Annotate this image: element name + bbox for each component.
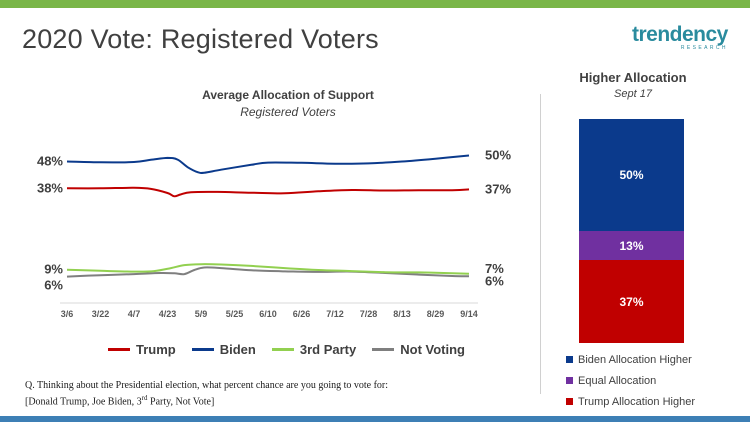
bar-segment-trump: 37% <box>579 260 684 343</box>
legend-swatch-third-party <box>271 348 294 351</box>
legend-item-biden-higher: Biden Allocation Higher <box>566 349 746 370</box>
legend-swatch-trump-higher <box>566 398 573 405</box>
bar-label-equal: 13% <box>619 238 644 253</box>
page-title: 2020 Vote: Registered Voters <box>22 24 379 54</box>
stacked-bar-legend: Biden Allocation Higher Equal Allocation… <box>566 349 746 412</box>
legend-swatch-trump <box>108 348 130 351</box>
x-tick-label: 3/6 <box>61 309 74 319</box>
legend-label-not-voting: Not Voting <box>400 342 465 357</box>
x-tick-label: 9/14 <box>460 309 478 319</box>
series-line-biden <box>66 154 470 174</box>
series-line-trump <box>66 186 470 198</box>
bar-label-trump: 37% <box>619 294 644 309</box>
x-tick-label: 7/28 <box>360 309 378 319</box>
x-tick-label: 8/13 <box>393 309 411 319</box>
legend-label-equal: Equal Allocation <box>578 374 657 387</box>
legend-item-not-voting: Not Voting <box>372 342 465 357</box>
legend-item-equal: Equal Allocation <box>566 370 746 391</box>
bar-segment-biden: 50% <box>579 119 684 231</box>
question-line-2-end: Party, Not Vote] <box>147 396 215 408</box>
question-superscript: rd <box>141 394 148 402</box>
legend-label-trump: Trump <box>136 342 176 357</box>
legend-label-biden: Biden <box>219 342 256 357</box>
start-label-biden: 48% <box>37 153 63 168</box>
legend-label-third-party: 3rd Party <box>299 342 357 357</box>
x-tick-label: 8/29 <box>427 309 445 319</box>
end-label-trump: 37% <box>485 181 511 196</box>
line-chart-title: Average Allocation of Support <box>202 88 374 102</box>
legend-label-biden-higher: Biden Allocation Higher <box>578 353 692 366</box>
legend-swatch-biden-higher <box>566 356 573 363</box>
x-tick-label: 3/22 <box>92 309 110 319</box>
legend-swatch-not-voting <box>372 348 395 351</box>
stacked-bar-subtitle: Sept 17 <box>614 88 652 100</box>
survey-question: Q. Thinking about the Presidential elect… <box>25 380 525 408</box>
bottom-accent-bar <box>0 416 750 422</box>
x-tick-label: 4/23 <box>159 309 177 319</box>
end-label-not-voting: 6% <box>485 273 504 288</box>
series-line-not-voting <box>66 266 470 278</box>
stacked-bar: 50% 13% 37% <box>579 119 684 343</box>
stacked-bar-title: Higher Allocation <box>579 70 687 85</box>
series-line-3rd-party <box>66 263 470 275</box>
x-tick-label: 5/9 <box>195 309 208 319</box>
line-chart: 3/6 3/22 4/7 4/23 5/9 5/25 6/10 6/26 7/12 7/28 8/1… <box>37 147 511 319</box>
start-label-not-voting: 6% <box>44 278 63 293</box>
legend-item-trump-higher: Trump Allocation Higher <box>566 391 746 412</box>
legend-item-third-party: 3rd Party <box>271 342 357 357</box>
x-tick-label: 6/26 <box>293 309 311 319</box>
legend-label-trump-higher: Trump Allocation Higher <box>578 395 695 408</box>
end-label-biden: 50% <box>485 147 511 162</box>
start-label-trump: 38% <box>37 180 63 195</box>
x-tick-label: 7/12 <box>326 309 344 319</box>
x-tick-label: 4/7 <box>128 309 141 319</box>
line-chart-legend: Trump Biden 3rd Party Not Voting <box>108 342 481 357</box>
trendency-logo: trendency RESEARCH <box>632 23 728 52</box>
legend-swatch-equal <box>566 377 573 384</box>
panel-divider <box>540 94 541 394</box>
start-label-3rd-party: 9% <box>44 262 63 277</box>
logo-wordmark: trendency <box>632 23 728 46</box>
top-accent-bar <box>0 0 750 8</box>
bar-segment-equal: 13% <box>579 231 684 261</box>
question-line-1: Q. Thinking about the Presidential elect… <box>25 380 389 391</box>
line-chart-subtitle: Registered Voters <box>240 105 336 119</box>
question-line-2: [Donald Trump, Joe Biden, 3rd Party, Not… <box>25 392 525 408</box>
bar-label-biden: 50% <box>619 168 644 182</box>
legend-swatch-biden <box>191 348 214 351</box>
question-line-2-start: [Donald Trump, Joe Biden, 3 <box>25 396 142 408</box>
legend-item-trump: Trump <box>108 342 176 357</box>
x-tick-label: 6/10 <box>259 309 277 319</box>
end-label-3rd-party: 7% <box>485 261 504 276</box>
legend-item-biden: Biden <box>191 342 256 357</box>
x-tick-label: 5/25 <box>226 309 244 319</box>
logo-subtext: RESEARCH <box>680 45 728 51</box>
